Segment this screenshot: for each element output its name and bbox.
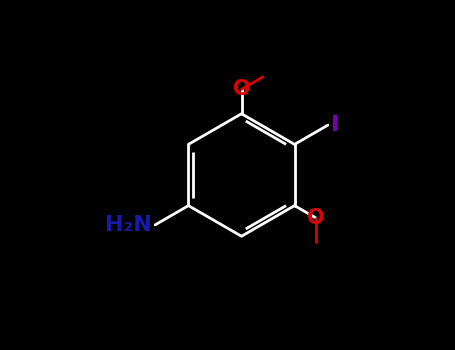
Text: I: I (331, 115, 339, 135)
Text: O: O (233, 79, 250, 99)
Text: H₂N: H₂N (105, 215, 152, 235)
Text: O: O (307, 208, 324, 228)
